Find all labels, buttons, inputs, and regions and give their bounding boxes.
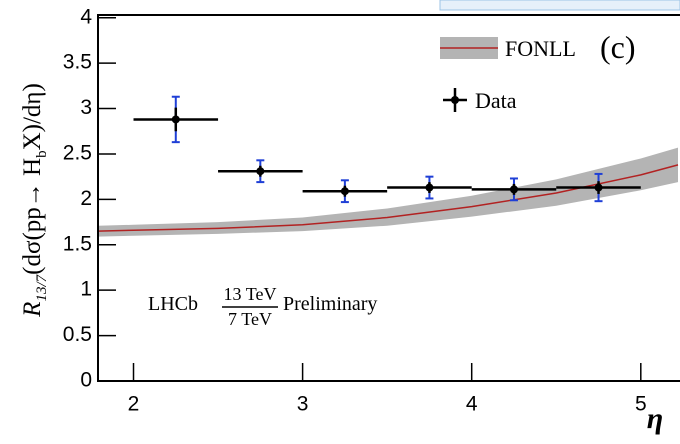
y-label-part: X)/dη) [19,83,46,150]
fonll-band [98,147,678,237]
legend-marker [451,96,459,104]
x-axis-label: η [647,402,663,435]
y-tick-label: 2.5 [63,141,92,164]
axis-frame [97,14,680,382]
data-point [340,187,349,196]
x-tick-label: 5 [635,393,647,416]
data-point [171,115,180,124]
y-tick-label: 1 [80,278,92,301]
y-tick-label: 3.5 [63,51,92,74]
y-tick-label: 4 [80,5,92,28]
y-label-part: (dσ(pp→ H [19,158,46,275]
y-tick-label: 3 [80,96,92,119]
fonll-line [97,164,679,232]
legend-label: FONLL [505,36,576,61]
data-point [425,183,434,192]
y-label-part: 13/7 [34,273,50,301]
y-tick-label: 1.5 [63,232,92,255]
x-tick-label: 3 [297,393,309,416]
y-tick-label: 0.5 [63,323,92,346]
panel-label: (c) [600,29,636,65]
data-point [509,185,518,194]
legend-label: Data [475,88,517,113]
x-tick-label: 2 [128,393,140,416]
y-tick-label: 0 [80,369,92,392]
y-label-part: b [34,150,50,158]
y-label-part: R [19,302,46,318]
y-tick-label: 2 [80,187,92,210]
status-label: Preliminary [283,293,377,315]
y-axis-label: R13/7(dσ(pp→ HbX)/dη) [19,83,50,318]
data-point [594,183,603,192]
plot-area: 0 0.5 1 1.5 2 2.5 3 3.5 4 2 3 4 5 FONLL Data [63,5,680,416]
fraction-denominator: 7 TeV [228,309,272,329]
fraction-numerator: 13 TeV [224,284,277,304]
experiment-label: LHCb [148,293,198,315]
x-tick-label: 4 [466,393,478,416]
data-point [256,167,265,176]
window-fragment [439,0,680,11]
